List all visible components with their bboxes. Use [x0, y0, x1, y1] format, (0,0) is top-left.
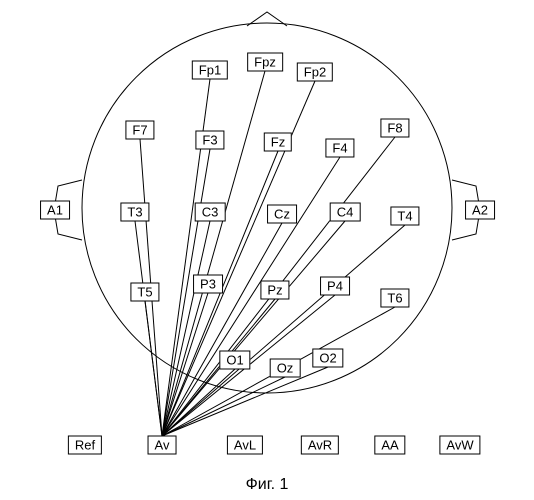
electrode-o2: O2	[312, 349, 343, 368]
electrode-c4: C4	[330, 203, 361, 222]
electrode-oz: Oz	[270, 359, 301, 378]
electrode-av: Av	[148, 436, 177, 455]
electrode-f3: F3	[195, 131, 224, 150]
electrode-avw: AvW	[439, 436, 480, 455]
figure-caption: Фиг. 1	[246, 476, 289, 494]
diagram-canvas: Fp1 Fpz Fp2 F7 F3 Fz F4 F8 T3 C3 Cz C4 T4 T5 P3 Pz P4 T6 O…	[0, 0, 534, 500]
electrode-t3: T3	[120, 203, 149, 222]
diagram-svg	[0, 0, 534, 500]
electrode-t5: T5	[130, 283, 159, 302]
electrode-t4: T4	[390, 207, 419, 226]
electrode-o1: O1	[219, 351, 250, 370]
electrode-f4: F4	[325, 139, 354, 158]
electrode-a2: A2	[465, 201, 495, 220]
electrode-f7: F7	[125, 121, 154, 140]
electrode-ref: Ref	[68, 436, 102, 455]
electrode-f8: F8	[380, 119, 409, 138]
electrode-p4: P4	[320, 277, 350, 296]
electrode-fpz: Fpz	[247, 53, 283, 72]
electrode-aa: AA	[374, 436, 405, 455]
electrode-avl: AvL	[227, 436, 263, 455]
electrode-fp1: Fp1	[192, 61, 228, 80]
electrode-avr: AvR	[301, 436, 339, 455]
electrode-pz: Pz	[260, 281, 289, 300]
electrode-a1: A1	[40, 201, 70, 220]
electrode-t6: T6	[380, 289, 409, 308]
electrode-fp2: Fp2	[297, 63, 333, 82]
electrode-cz: Cz	[267, 205, 297, 224]
electrode-fz: Fz	[264, 133, 292, 152]
electrode-c3: C3	[195, 203, 226, 222]
electrode-p3: P3	[193, 275, 223, 294]
